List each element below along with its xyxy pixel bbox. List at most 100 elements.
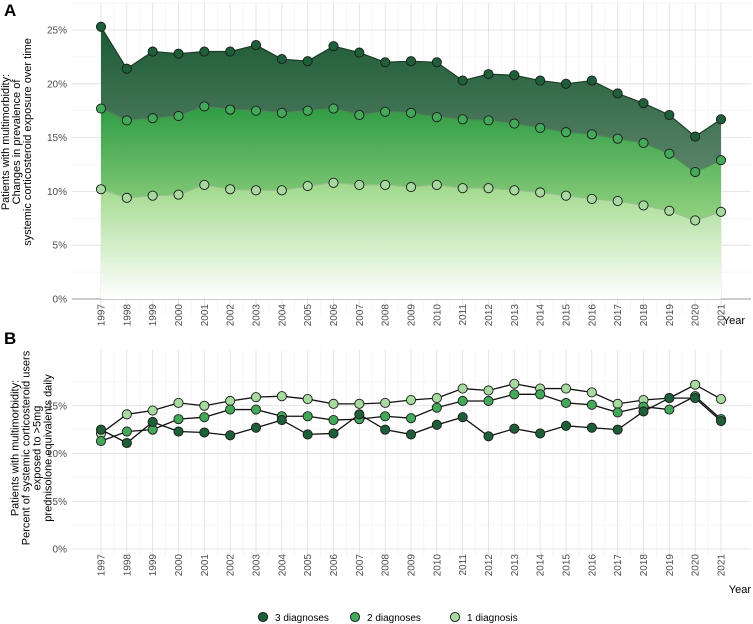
point-3-diagnoses bbox=[95, 424, 107, 435]
point-2-diagnoses bbox=[509, 118, 520, 129]
point-2-diagnoses bbox=[483, 395, 494, 407]
point-2-diagnoses bbox=[560, 127, 572, 138]
point-2-diagnoses bbox=[612, 133, 623, 144]
x-tick-label: 2021 bbox=[717, 554, 728, 577]
point-1-diagnosis bbox=[121, 409, 132, 420]
x-tick-label: 2002 bbox=[226, 304, 237, 327]
point-2-diagnoses bbox=[199, 101, 210, 112]
x-tick-label: 2016 bbox=[587, 554, 598, 577]
point-2-diagnoses bbox=[715, 155, 727, 166]
point-1-diagnosis bbox=[690, 379, 701, 390]
point-1-diagnosis bbox=[199, 400, 210, 411]
x-tick-label: 2009 bbox=[407, 554, 418, 577]
point-2-diagnoses bbox=[328, 415, 339, 426]
point-3-diagnoses bbox=[560, 420, 572, 431]
point-1-diagnosis bbox=[354, 179, 365, 190]
point-3-diagnoses bbox=[690, 393, 701, 404]
point-1-diagnosis bbox=[612, 398, 623, 409]
point-3-diagnoses bbox=[535, 428, 546, 439]
x-tick-label: 2009 bbox=[407, 304, 418, 327]
x-tick-label: 2019 bbox=[665, 554, 676, 577]
point-1-diagnosis bbox=[535, 187, 546, 198]
point-2-diagnoses bbox=[302, 105, 313, 116]
panel-a-x-axis-title: Year bbox=[723, 315, 746, 327]
point-3-diagnoses bbox=[354, 47, 365, 58]
x-tick-label: 1998 bbox=[122, 554, 133, 577]
point-1-diagnosis bbox=[328, 177, 339, 188]
point-1-diagnosis bbox=[483, 183, 494, 194]
point-1-diagnosis bbox=[457, 183, 468, 194]
y-axis-title-line: Patients with multimorbidity: bbox=[10, 380, 22, 516]
x-tick-label: 1997 bbox=[97, 304, 108, 327]
point-2-diagnoses bbox=[638, 137, 649, 149]
panel-a-letter: A bbox=[4, 1, 16, 20]
point-2-diagnoses bbox=[199, 412, 210, 423]
y-tick-label: 25% bbox=[47, 26, 67, 37]
panel-a-points bbox=[95, 21, 727, 226]
point-2-diagnoses bbox=[250, 105, 262, 116]
point-2-diagnoses bbox=[431, 112, 442, 123]
point-2-diagnoses bbox=[457, 114, 468, 125]
point-2-diagnoses bbox=[302, 411, 313, 422]
point-2-diagnoses bbox=[147, 113, 158, 124]
point-2-diagnoses bbox=[586, 399, 597, 410]
point-1-diagnosis bbox=[121, 192, 132, 203]
y-axis-title-line: systemic corticosteroid exposure over ti… bbox=[22, 38, 34, 246]
x-tick-label: 2006 bbox=[329, 304, 340, 327]
point-3-diagnoses bbox=[121, 63, 132, 74]
point-1-diagnosis bbox=[638, 200, 649, 211]
point-1-diagnosis bbox=[225, 395, 236, 407]
point-3-diagnoses bbox=[380, 57, 391, 68]
y-tick-label: 10% bbox=[47, 449, 67, 460]
point-3-diagnoses bbox=[509, 423, 520, 434]
x-tick-label: 2007 bbox=[355, 554, 366, 577]
y-tick-label: 5% bbox=[53, 241, 68, 252]
point-3-diagnoses bbox=[328, 428, 339, 439]
x-tick-label: 2005 bbox=[303, 554, 314, 577]
point-3-diagnoses bbox=[664, 393, 675, 404]
point-3-diagnoses bbox=[405, 429, 417, 440]
point-2-diagnoses bbox=[121, 426, 132, 437]
point-2-diagnoses bbox=[405, 107, 417, 118]
point-1-diagnosis bbox=[586, 193, 597, 204]
point-3-diagnoses bbox=[586, 75, 597, 86]
point-1-diagnosis bbox=[483, 385, 494, 396]
x-tick-label: 2005 bbox=[303, 304, 314, 327]
x-tick-label: 2000 bbox=[174, 304, 185, 327]
x-tick-label: 2011 bbox=[458, 554, 469, 576]
panel-b-y-ticks: 0% 5% 10% 15% bbox=[47, 401, 67, 555]
y-tick-label: 10% bbox=[47, 187, 67, 198]
point-1-diagnosis bbox=[690, 215, 701, 226]
x-tick-label: 2011 bbox=[458, 304, 469, 326]
x-tick-label: 2012 bbox=[484, 304, 495, 327]
point-3-diagnoses bbox=[276, 415, 287, 426]
point-3-diagnoses bbox=[225, 46, 236, 57]
point-3-diagnoses bbox=[302, 429, 313, 440]
panel-a-y-axis-title: Patients with multimorbidity: Changes in … bbox=[0, 38, 34, 246]
point-1-diagnosis bbox=[147, 405, 158, 416]
panel-b-letter: B bbox=[4, 329, 16, 348]
x-tick-label: 2016 bbox=[587, 304, 598, 327]
point-1-diagnosis bbox=[431, 179, 442, 190]
point-1-diagnosis bbox=[354, 398, 365, 409]
legend-label: 3 diagnoses bbox=[275, 613, 329, 624]
legend-swatch bbox=[257, 611, 269, 623]
x-tick-label: 2018 bbox=[639, 554, 650, 577]
x-tick-label: 1999 bbox=[148, 304, 159, 327]
point-3-diagnoses bbox=[483, 69, 494, 80]
x-tick-label: 2008 bbox=[381, 554, 392, 577]
y-axis-title-line: Percent of systemic corticosteroid users bbox=[21, 350, 33, 545]
x-tick-label: 2020 bbox=[691, 304, 702, 327]
x-tick-label: 2018 bbox=[639, 304, 650, 327]
point-2-diagnoses bbox=[354, 109, 365, 121]
point-2-diagnoses bbox=[690, 166, 701, 178]
legend-label: 1 diagnosis bbox=[467, 613, 518, 624]
x-tick-label: 2007 bbox=[355, 304, 366, 327]
point-1-diagnosis bbox=[457, 383, 468, 394]
point-3-diagnoses bbox=[431, 419, 442, 430]
point-1-diagnosis bbox=[560, 190, 572, 201]
panel-b-x-ticks: 1997 1998 1999 2000 2001 2002 2003 2004 2005 2006… bbox=[97, 554, 728, 577]
point-3-diagnoses bbox=[535, 75, 546, 86]
point-3-diagnoses bbox=[509, 70, 520, 81]
x-tick-label: 2004 bbox=[277, 554, 288, 577]
